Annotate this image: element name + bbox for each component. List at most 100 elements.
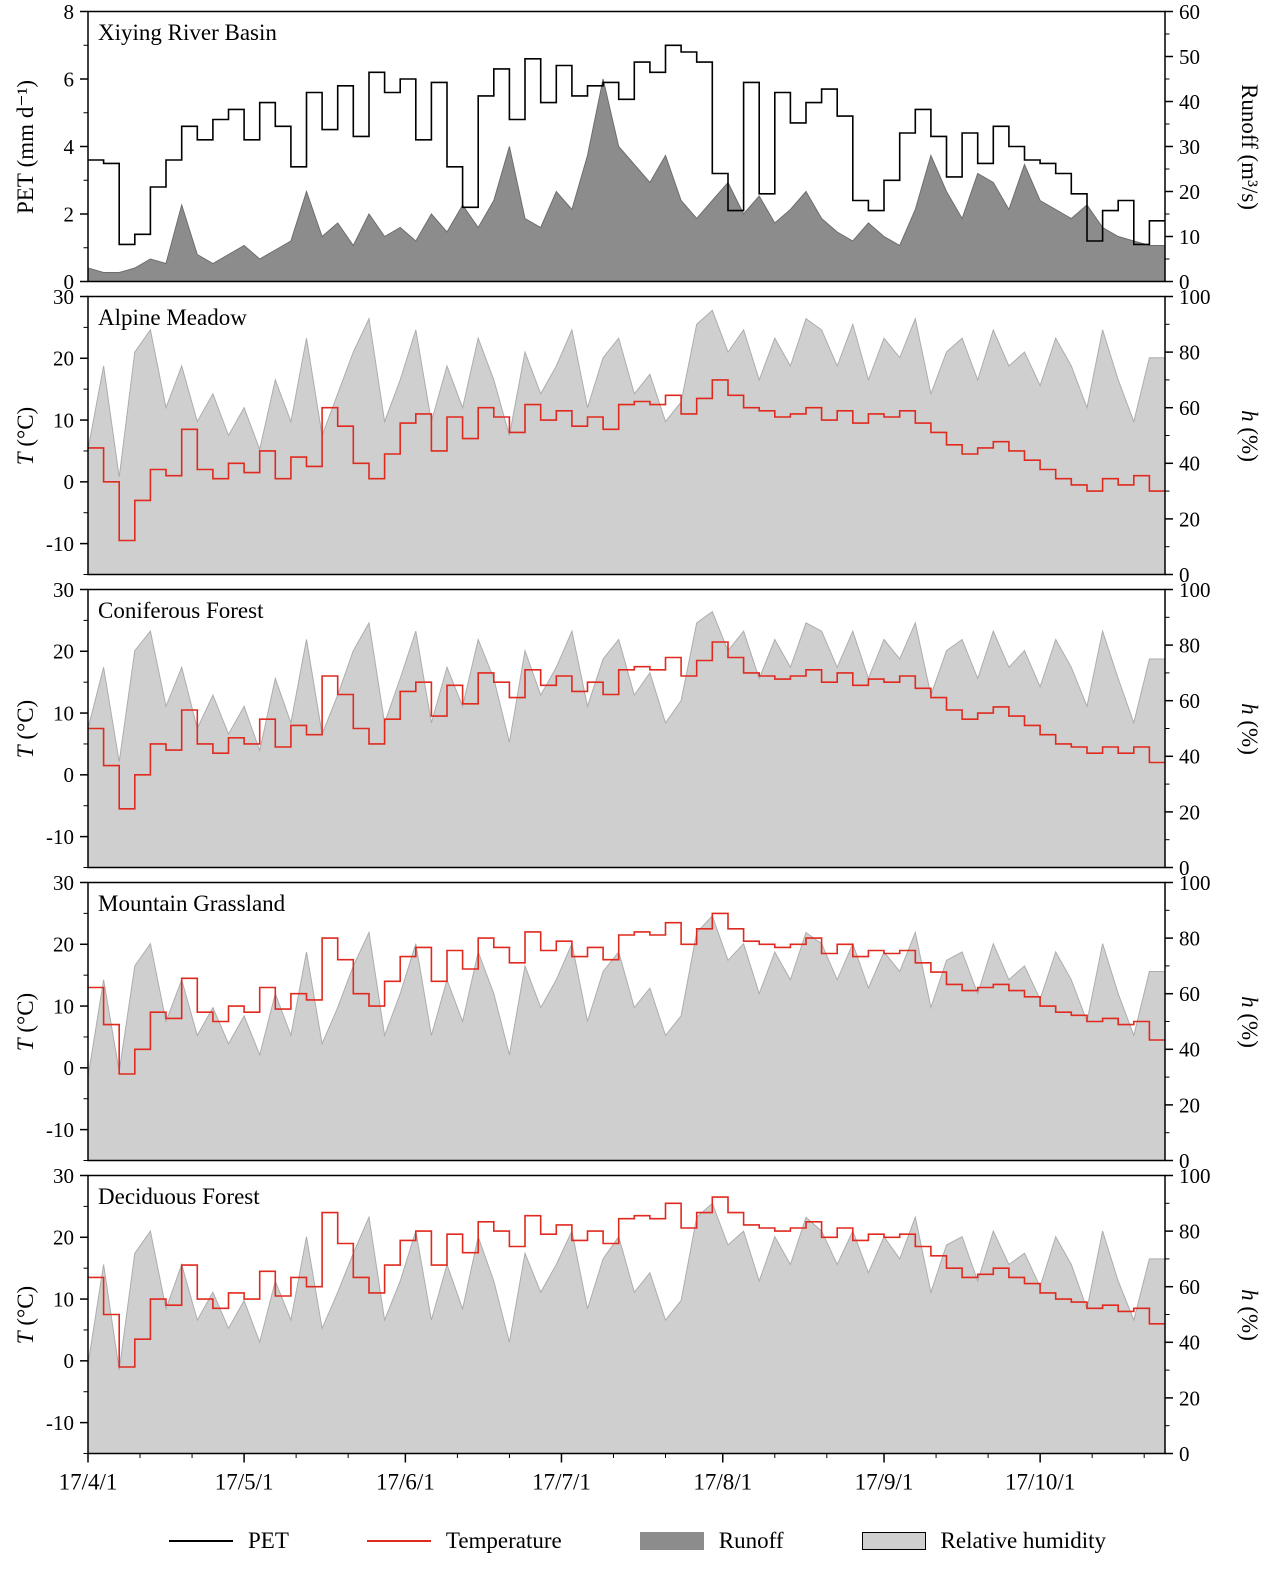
panel-xiying-river-basin: 0 2 4 6 8 0 10 20 30 40 50 60 Xiying River Basin PE…: [0, 0, 1275, 294]
tick-label: 0: [1179, 563, 1190, 587]
tick-label: 20: [1179, 507, 1200, 531]
plot-area: -10 0 10 20 30 0 20 40 60 80 100: [46, 871, 1211, 1173]
tick-label: 60: [1179, 396, 1200, 420]
relative-humidity-area-edge: [87, 610, 1165, 762]
right-axis-label: h (%): [1237, 409, 1262, 462]
left-axis-unit: (°C): [13, 992, 38, 1033]
right-axis-unit: (%): [1237, 1305, 1262, 1341]
tick-label: 6: [64, 67, 75, 91]
tick-label: 0: [64, 1349, 75, 1373]
right-axis-unit: (%): [1237, 426, 1262, 462]
tick-label: 60: [1179, 982, 1200, 1006]
tick-label: 0: [64, 470, 75, 494]
panel-title: Mountain Grassland: [98, 891, 286, 916]
right-axis-unit: (m³/s): [1237, 154, 1262, 210]
tick-label: 100: [1179, 871, 1211, 895]
left-axis-label: PET (mm d⁻¹): [13, 79, 38, 213]
pet-line-swatch: [169, 1540, 233, 1542]
tick-label: 60: [1179, 0, 1200, 24]
x-tick-label: 17/6/1: [376, 1470, 435, 1495]
plot-area: -10 0 10 20 30 0 20 40 60 80 100: [46, 578, 1211, 880]
right-axis-var: h: [1237, 702, 1262, 715]
relative-humidity-fill-swatch: [861, 1532, 926, 1550]
temperature-step-line: [88, 641, 1165, 810]
left-axis-var: T: [13, 1037, 38, 1051]
right-axis-label: h (%): [1237, 1288, 1262, 1341]
runoff-area: [88, 79, 1165, 282]
legend-label: Relative humidity: [940, 1528, 1106, 1553]
tick-label: 30: [1179, 135, 1200, 159]
plot-area: 0 2 4 6 8 0 10 20 30 40 50 60: [64, 0, 1201, 294]
tick-label: 30: [53, 285, 74, 309]
tick-label: -10: [46, 1118, 74, 1142]
legend-label: Temperature: [445, 1528, 562, 1553]
legend-label: PET: [248, 1528, 289, 1553]
tick-label: 20: [1179, 800, 1200, 824]
temperature-step-line: [88, 1196, 1165, 1368]
runoff-fill-swatch: [639, 1532, 704, 1550]
tick-label: 20: [1179, 1386, 1200, 1410]
tick-label: -10: [46, 532, 74, 556]
right-axis-label: h (%): [1237, 702, 1262, 755]
tick-label: 20: [53, 640, 74, 664]
right-axis-var: h: [1237, 409, 1262, 422]
tick-label: 0: [64, 763, 75, 787]
tick-label: 40: [1179, 1331, 1200, 1355]
legend-item-temperature: Temperature: [366, 1528, 562, 1554]
tick-label: 8: [64, 0, 75, 24]
left-axis-var: T: [13, 1330, 38, 1344]
tick-label: 80: [1179, 1219, 1200, 1243]
legend-item-runoff: Runoff: [639, 1528, 784, 1554]
runoff-area-edge: [87, 78, 1165, 273]
left-axis-label: T (°C): [13, 1285, 38, 1344]
tick-label: 100: [1179, 578, 1211, 602]
panel-deciduous-forest: -10 0 10 20 30 0 20 40 60 80 100 17/4/1 17/5/1 17/6/1…: [0, 1164, 1275, 1495]
temperature-step-line: [88, 379, 1165, 542]
panel-title: Alpine Meadow: [98, 305, 247, 330]
x-tick-label: 17/8/1: [693, 1470, 752, 1495]
right-axis-var: h: [1237, 1288, 1262, 1301]
tick-label: 80: [1179, 926, 1200, 950]
tick-label: 20: [53, 347, 74, 371]
tick-label: 30: [53, 871, 74, 895]
legend-label: Runoff: [718, 1528, 784, 1553]
legend: PET Temperature Runoff Relative humidity: [0, 1528, 1275, 1554]
tick-label: -10: [46, 1411, 74, 1435]
tick-label: 80: [1179, 633, 1200, 657]
tick-label: 4: [64, 135, 75, 159]
tick-label: 10: [53, 408, 74, 432]
x-tick-label: 17/5/1: [215, 1470, 274, 1495]
tick-label: 100: [1179, 285, 1211, 309]
right-axis-label: h (%): [1237, 995, 1262, 1048]
x-tick-label: 17/10/1: [1005, 1470, 1075, 1495]
tick-label: 50: [1179, 45, 1200, 69]
tick-label: 40: [1179, 452, 1200, 476]
panel-title: Deciduous Forest: [98, 1184, 260, 1209]
right-axis-var: h: [1237, 995, 1262, 1008]
tick-label: 20: [1179, 1093, 1200, 1117]
temperature-step-line: [88, 912, 1165, 1075]
right-axis-unit: (%): [1237, 719, 1262, 755]
tick-label: 0: [1179, 856, 1190, 880]
relative-humidity-area: [88, 915, 1165, 1161]
panel-alpine-meadow: -10 0 10 20 30 0 20 40 60 80 100 Alpine Meadow T (…: [0, 285, 1275, 587]
tick-label: 2: [64, 202, 75, 226]
relative-humidity-area: [88, 310, 1165, 575]
left-axis-var: T: [13, 451, 38, 465]
tick-label: 0: [64, 270, 75, 294]
panel-coniferous-forest: -10 0 10 20 30 0 20 40 60 80 100 Coniferous Forest…: [0, 578, 1275, 880]
tick-label: 30: [53, 578, 74, 602]
tick-label: 100: [1179, 1164, 1211, 1188]
left-axis-label: T (°C): [13, 699, 38, 757]
tick-label: 0: [64, 1056, 75, 1080]
panel-title: Coniferous Forest: [98, 598, 264, 623]
x-tick-label: 17/9/1: [855, 1470, 914, 1495]
left-axis-unit: (mm d⁻¹): [13, 79, 38, 167]
tick-label: 0: [1179, 270, 1190, 294]
plot-area: -10 0 10 20 30 0 20 40 60 80 100: [46, 285, 1211, 587]
relative-humidity-area: [88, 611, 1165, 868]
tick-label: 20: [53, 933, 74, 957]
tick-label: 10: [53, 1287, 74, 1311]
legend-item-pet: PET: [169, 1528, 289, 1554]
